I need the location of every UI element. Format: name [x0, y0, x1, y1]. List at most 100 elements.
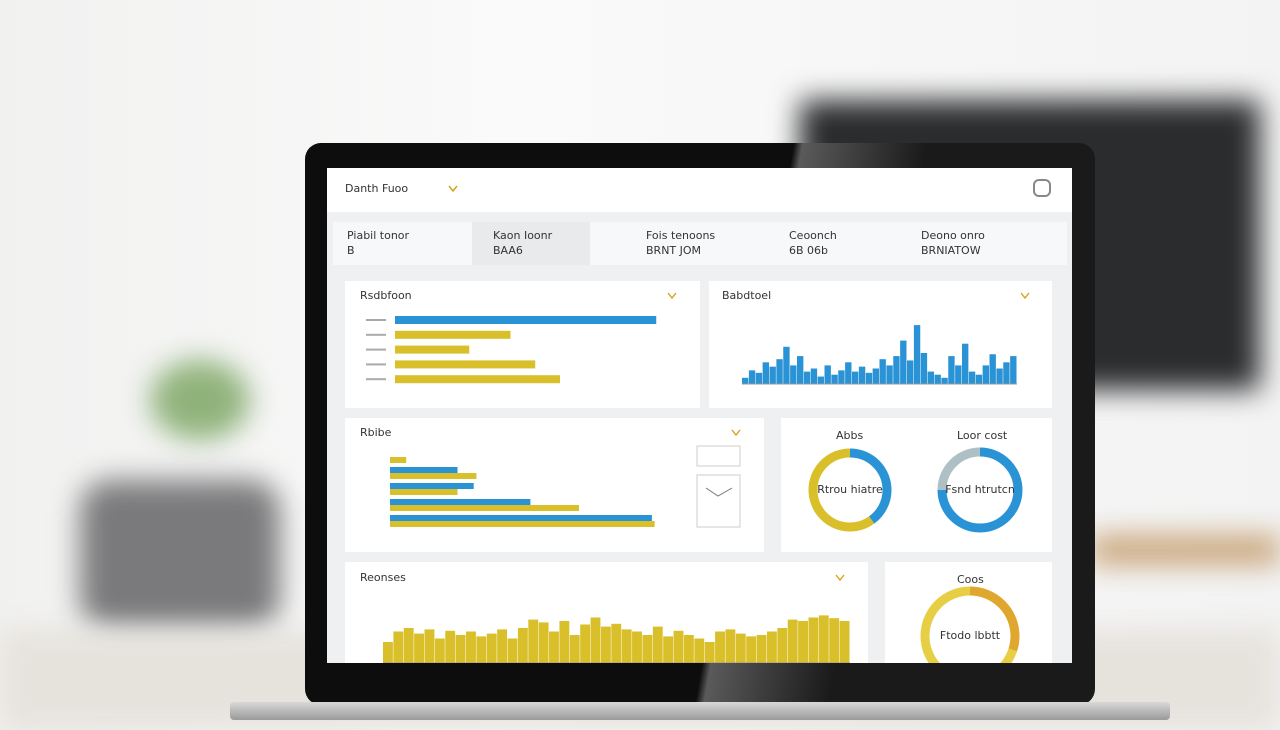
column	[798, 621, 808, 663]
kpi-value: 6B 06b	[789, 244, 828, 257]
bar	[390, 467, 458, 473]
column	[852, 371, 859, 384]
panel-chevron[interactable]	[835, 574, 845, 582]
panel-chevron[interactable]	[667, 292, 677, 300]
column	[879, 359, 886, 384]
column	[735, 633, 746, 663]
column	[434, 638, 445, 663]
column	[829, 618, 840, 663]
column	[621, 629, 632, 663]
bar	[395, 316, 657, 324]
column	[704, 642, 715, 663]
column	[962, 343, 969, 384]
column	[424, 629, 435, 663]
bar	[395, 330, 511, 339]
column	[777, 628, 788, 663]
column	[590, 617, 601, 663]
column	[497, 629, 508, 663]
bar	[390, 499, 531, 505]
column	[507, 638, 518, 663]
column	[683, 635, 694, 663]
column	[476, 636, 487, 663]
tick-stub	[366, 333, 386, 336]
bar	[390, 515, 652, 521]
plant	[150, 360, 250, 440]
panel-title: Babdtoel	[722, 289, 771, 302]
bar	[390, 489, 458, 495]
column	[762, 362, 769, 384]
column	[1003, 362, 1010, 384]
column	[975, 374, 983, 384]
column	[787, 619, 798, 663]
column	[403, 628, 414, 663]
column	[872, 368, 879, 384]
panel	[885, 562, 1052, 663]
column	[810, 368, 818, 384]
column	[1010, 356, 1017, 384]
column	[941, 377, 948, 384]
panel-chevron[interactable]	[731, 429, 741, 437]
column	[383, 642, 393, 663]
column	[845, 362, 852, 384]
column	[824, 365, 831, 384]
kpi-value: BRNT JOM	[646, 244, 701, 257]
settings-icon[interactable]	[1033, 179, 1051, 197]
column	[673, 630, 684, 663]
column	[466, 631, 476, 663]
bar	[390, 457, 407, 463]
tick-stub	[366, 348, 386, 351]
panel	[709, 281, 1052, 408]
panel-title: Abbs	[836, 429, 863, 442]
tick-stub	[366, 378, 386, 381]
panel-chevron[interactable]	[1020, 292, 1030, 300]
column	[663, 636, 674, 663]
column	[559, 621, 570, 663]
column	[783, 346, 790, 384]
column	[989, 354, 996, 384]
panel-title: Loor cost	[957, 429, 1008, 442]
column	[632, 631, 642, 663]
column	[569, 635, 580, 663]
column	[694, 638, 705, 663]
column	[948, 356, 955, 384]
title-chevron[interactable]	[448, 185, 458, 193]
column	[900, 340, 907, 384]
column	[968, 371, 976, 384]
column	[538, 622, 549, 663]
tick-stub	[366, 319, 386, 321]
kpi-label: Deono onro	[921, 229, 985, 242]
column	[580, 624, 591, 663]
panel-title: Rsdbfoon	[360, 289, 412, 302]
column	[920, 353, 928, 384]
kpi-value: BAA6	[493, 244, 523, 257]
kpi-highlight	[472, 222, 590, 265]
kpi-label: Fois tenoons	[646, 229, 715, 242]
column	[886, 365, 893, 384]
column	[600, 626, 611, 663]
column	[455, 635, 466, 663]
panel-title: Rbibe	[360, 426, 392, 439]
column	[955, 365, 962, 384]
column	[818, 615, 829, 663]
column	[445, 630, 456, 663]
column	[797, 356, 804, 384]
bar	[395, 345, 470, 354]
column	[934, 374, 941, 384]
column	[893, 356, 900, 384]
column	[549, 631, 559, 663]
legend-box	[696, 445, 741, 467]
tick-stub	[366, 363, 386, 366]
app-title: Danth Fuoo	[345, 182, 408, 195]
column	[996, 368, 1003, 384]
kpi-label: Piabil tonor	[347, 229, 410, 242]
kpi-strip	[333, 222, 1067, 265]
column	[865, 372, 873, 384]
column	[611, 623, 622, 663]
column	[838, 370, 845, 384]
chair	[80, 480, 280, 630]
bar	[395, 360, 536, 369]
panel-title: Coos	[957, 573, 984, 586]
bar	[390, 521, 655, 527]
